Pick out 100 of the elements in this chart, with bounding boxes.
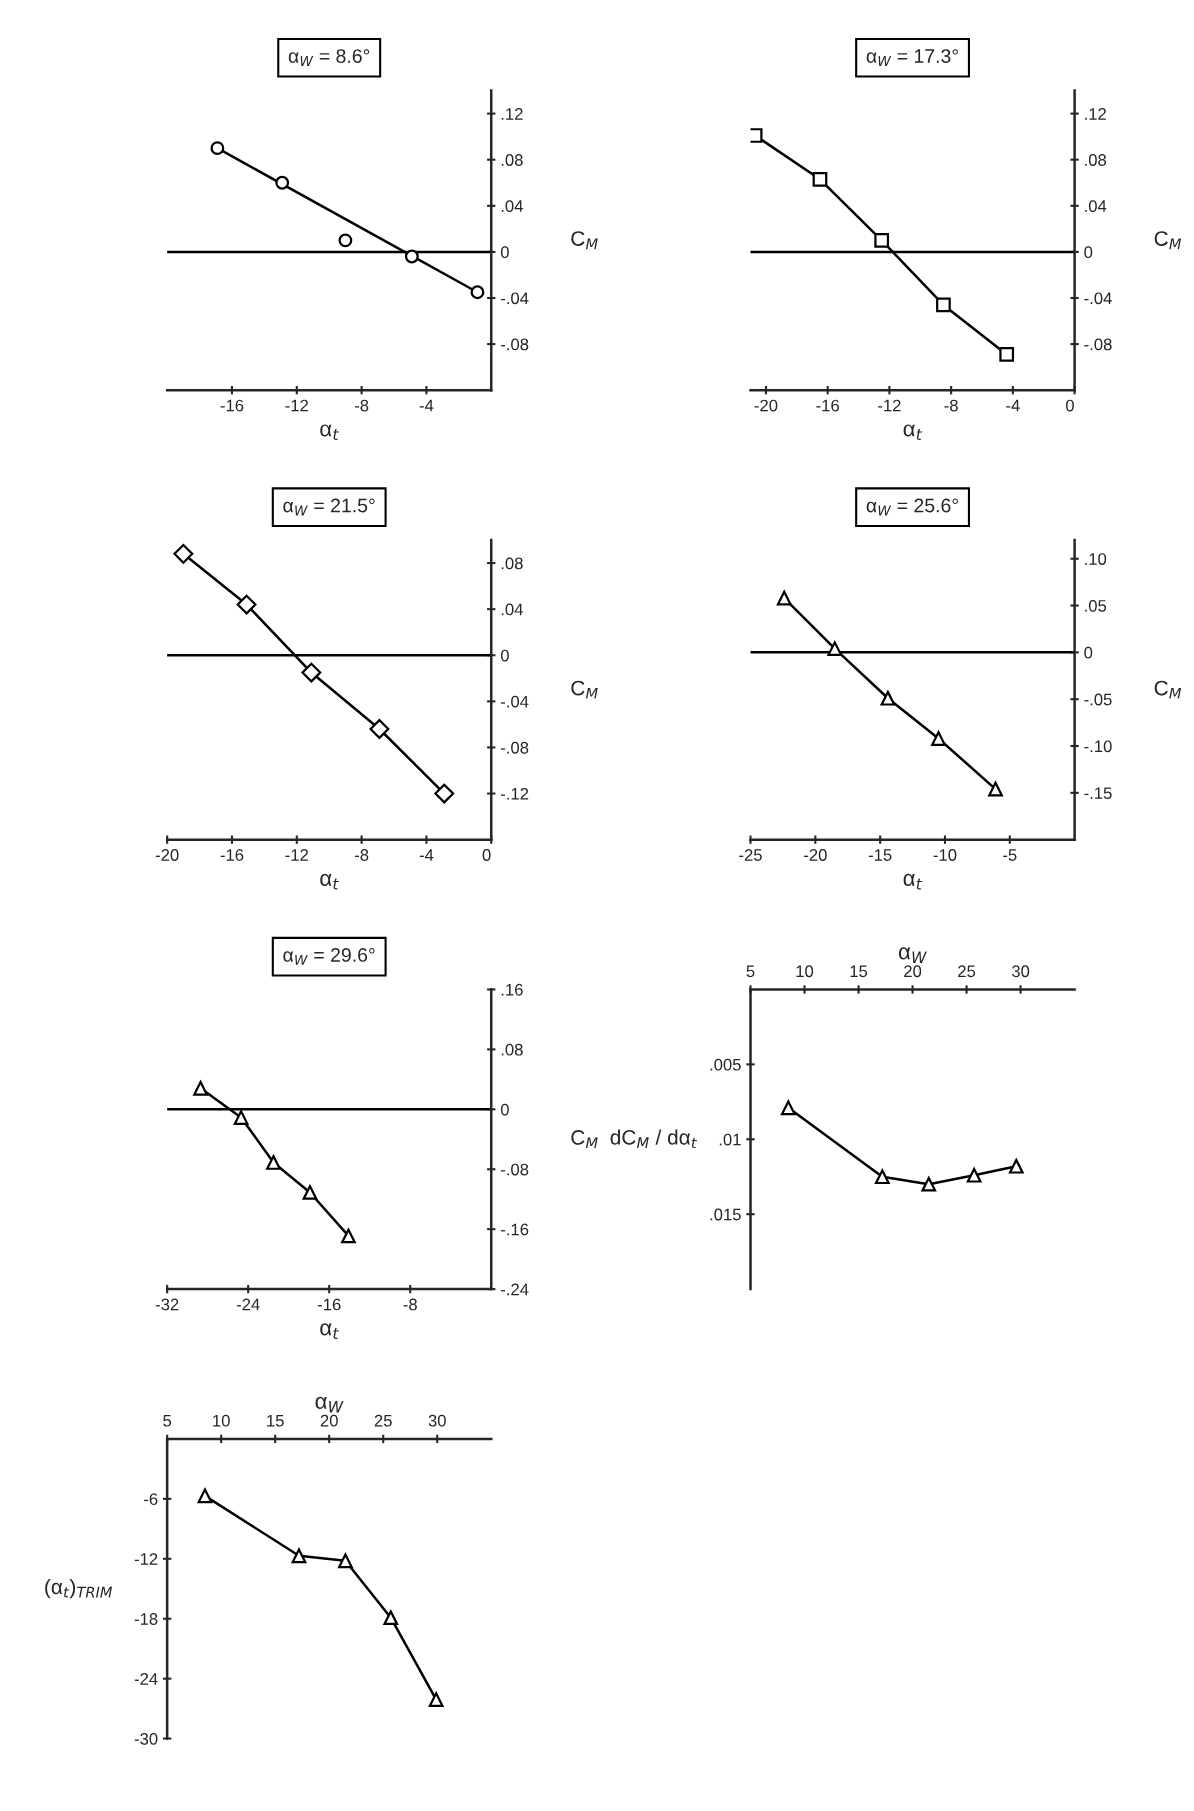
x-tick-label: 5: [163, 1414, 172, 1427]
y-axis-title: C$_{M}$: [1154, 680, 1182, 699]
x-tick-label: 15: [850, 965, 868, 978]
y-tick-label: .04: [501, 603, 523, 616]
y-axis-title: C$_{M}$: [571, 680, 598, 699]
x-tick-label: -25: [739, 849, 762, 861]
point: [428, 1692, 444, 1707]
x-tick-label: 25: [958, 965, 976, 978]
y-axis-title: dC$_{M}$ / dα$_{t}$: [610, 1129, 698, 1148]
x-tick-label: -20: [155, 849, 179, 861]
x-axis-title: α$_{t}$: [320, 1323, 339, 1339]
point: [338, 233, 353, 248]
point: [275, 175, 290, 190]
x-axis-title: α$_{W}$: [898, 947, 927, 963]
y-tick-label: .12: [501, 108, 523, 120]
y-tick-label: 0: [1084, 646, 1093, 659]
x-axis-title: α$_{W}$: [315, 1396, 344, 1413]
point: [966, 1167, 982, 1183]
x-tick-label: -5: [1003, 849, 1017, 861]
point: [197, 1488, 213, 1504]
y-tick-label: -12: [134, 1553, 158, 1565]
y-tick-label: -.08: [501, 1163, 529, 1176]
x-axis-title: α$_{t}$: [903, 873, 923, 890]
point: [291, 1548, 307, 1564]
y-tick-label: -.08: [501, 741, 529, 754]
x-tick-label: 10: [213, 1414, 230, 1427]
y-tick-label: -6: [144, 1493, 158, 1506]
x-tick-label: -12: [285, 849, 308, 861]
x-tick-label: -8: [403, 1298, 417, 1311]
x-tick-label: 30: [1011, 965, 1030, 978]
y-tick-label: -.04: [1084, 292, 1112, 305]
point: [827, 641, 843, 656]
point: [880, 690, 896, 706]
point: [988, 781, 1003, 797]
point: [999, 347, 1015, 362]
x-tick-label: -24: [236, 1298, 260, 1311]
y-tick-label: 0: [500, 649, 509, 662]
y-axis-title: C$_{M}$: [1154, 231, 1182, 250]
x-tick-label: -20: [804, 849, 827, 861]
x-axis-title: α$_{t}$: [320, 873, 339, 890]
y-tick-label: -.04: [501, 695, 529, 708]
y-axis-title: (α$_{t}$)$_{TRIM}$: [45, 1578, 113, 1599]
point: [173, 543, 194, 564]
x-axis-title: α$_{t}$: [320, 424, 339, 441]
chart-title: α$_{W}$ = 21.5°: [283, 498, 375, 516]
point: [936, 297, 951, 313]
y-tick-label: -.24: [501, 1283, 529, 1296]
chart-title: α$_{W}$ = 25.6°: [866, 498, 958, 516]
x-tick-label: -12: [878, 399, 901, 412]
x-axis-title: α$_{t}$: [903, 424, 923, 441]
point: [193, 1080, 208, 1096]
y-tick-label: .08: [501, 557, 523, 570]
chart-title: α$_{W}$ = 17.3°: [866, 49, 958, 66]
y-tick-label: -30: [134, 1732, 158, 1745]
point: [874, 233, 890, 248]
x-tick-label: -10: [933, 849, 957, 861]
x-tick-label: 0: [482, 849, 491, 861]
y-tick-label: .12: [1085, 108, 1106, 120]
y-tick-label: .005: [710, 1058, 741, 1071]
y-tick-label: -18: [134, 1613, 158, 1625]
point: [338, 1553, 353, 1569]
x-tick-label: -15: [868, 849, 892, 861]
point: [931, 731, 946, 746]
x-tick-label: -32: [155, 1298, 179, 1311]
y-axis-title: C$_{M}$: [571, 1130, 598, 1149]
x-tick-label: -4: [419, 399, 434, 412]
y-tick-label: .08: [501, 1043, 523, 1056]
point: [236, 594, 257, 615]
x-tick-label: 20: [904, 965, 922, 978]
y-tick-label: -.10: [1084, 740, 1112, 753]
x-tick-label: -4: [1006, 399, 1020, 412]
x-tick-label: -8: [354, 399, 369, 412]
point: [1008, 1158, 1024, 1174]
point: [776, 590, 792, 606]
point: [921, 1176, 937, 1192]
x-tick-label: -20: [754, 399, 778, 412]
x-tick-label: -16: [816, 399, 839, 412]
x-tick-label: 30: [428, 1414, 446, 1427]
y-tick-label: -.15: [1084, 787, 1112, 800]
point: [233, 1110, 249, 1125]
y-tick-label: -.12: [501, 787, 529, 800]
y-tick-label: -.05: [1084, 693, 1112, 706]
y-tick-label: .08: [501, 154, 523, 166]
y-tick-label: 0: [500, 1103, 509, 1116]
y-tick-label: -.08: [501, 338, 529, 351]
x-tick-label: -16: [317, 1298, 341, 1311]
x-tick-label: -8: [354, 849, 369, 861]
x-tick-label: 0: [1065, 399, 1074, 412]
point: [301, 662, 322, 683]
point: [266, 1155, 281, 1170]
x-tick-label: -8: [944, 399, 958, 412]
x-tick-label: 15: [267, 1414, 284, 1427]
x-tick-label: -16: [220, 849, 244, 861]
y-tick-label: .08: [1085, 154, 1107, 166]
point: [874, 1169, 890, 1185]
point: [780, 1100, 796, 1116]
x-tick-label: 5: [746, 965, 755, 978]
x-tick-label: -4: [419, 849, 434, 861]
x-tick-label: -16: [220, 399, 244, 412]
point: [404, 249, 419, 264]
